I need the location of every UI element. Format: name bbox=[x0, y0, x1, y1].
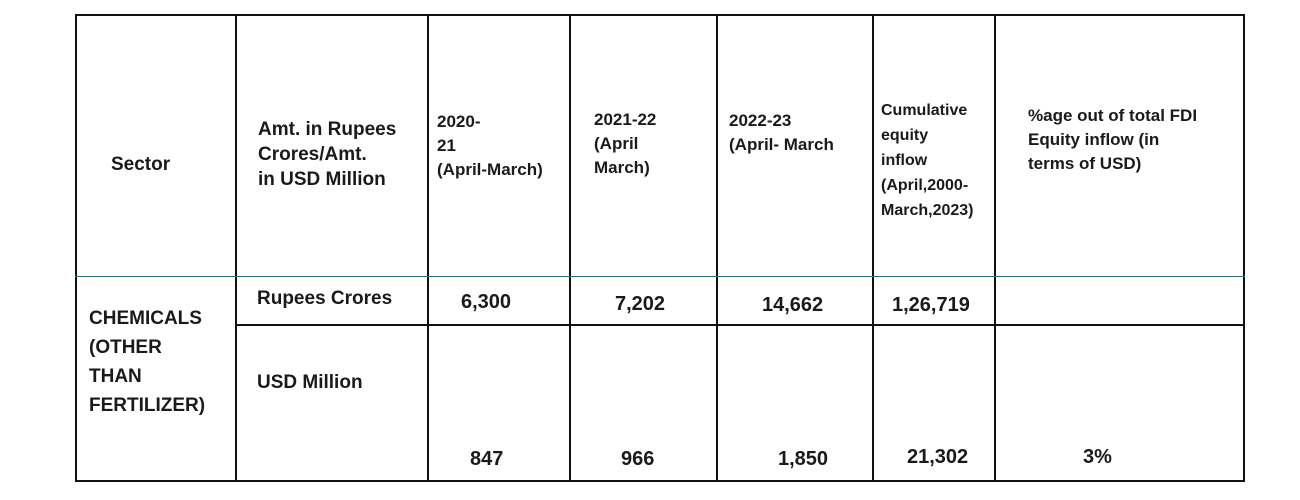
fdi-table: Sector Amt. in Rupees Crores/Amt. in USD… bbox=[75, 14, 1245, 482]
table-border-bottom bbox=[75, 480, 1245, 482]
header-sector: Sector bbox=[111, 154, 171, 175]
row-label-usd: USD Million bbox=[257, 372, 363, 393]
row-divider bbox=[235, 324, 1245, 326]
sector-name: CHEMICALS (OTHER THAN FERTILIZER) bbox=[89, 308, 206, 416]
table-border-right bbox=[1243, 14, 1245, 482]
usd-2022-23: 1,850 bbox=[778, 448, 829, 470]
table-border-top bbox=[75, 14, 1245, 16]
rupees-2021-22: 7,202 bbox=[615, 293, 666, 315]
header-2020-21: 2020- 21 (April-March) bbox=[437, 112, 543, 179]
usd-percentage: 3% bbox=[1083, 446, 1112, 468]
rupees-cumulative: 1,26,719 bbox=[892, 294, 970, 316]
header-2021-22: 2021-22 (April March) bbox=[594, 110, 657, 177]
column-divider bbox=[235, 14, 237, 482]
column-divider bbox=[994, 14, 996, 482]
column-divider bbox=[427, 14, 429, 482]
usd-2020-21: 847 bbox=[470, 448, 504, 470]
header-2022-23: 2022-23 (April- March bbox=[729, 111, 834, 154]
usd-2021-22: 966 bbox=[621, 448, 655, 470]
header-divider bbox=[75, 276, 1245, 277]
header-percentage: %age out of total FDI Equity inflow (in … bbox=[1028, 106, 1198, 173]
rupees-2020-21: 6,300 bbox=[461, 291, 512, 313]
row-label-rupees: Rupees Crores bbox=[257, 288, 393, 309]
table-border-left bbox=[75, 14, 77, 482]
usd-cumulative: 21,302 bbox=[907, 446, 969, 468]
header-amount: Amt. in Rupees Crores/Amt. in USD Millio… bbox=[258, 119, 397, 190]
column-divider bbox=[569, 14, 571, 482]
header-cumulative: Cumulative equity inflow (April,2000- Ma… bbox=[881, 102, 974, 219]
column-divider bbox=[872, 14, 874, 482]
column-divider bbox=[716, 14, 718, 482]
rupees-2022-23: 14,662 bbox=[762, 294, 824, 316]
